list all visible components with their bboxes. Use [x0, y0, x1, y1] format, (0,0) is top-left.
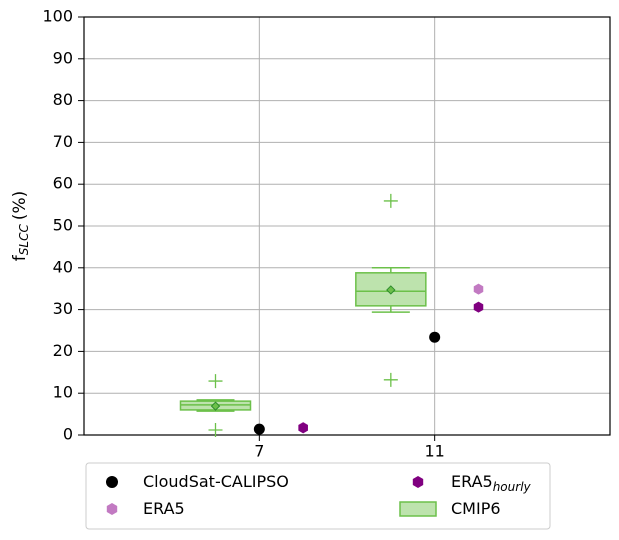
y-tick-label: 0 [63, 425, 73, 444]
marker [106, 503, 118, 515]
y-tick-label: 40 [53, 257, 73, 276]
marker [298, 422, 308, 434]
marker [473, 301, 484, 313]
mean [210, 401, 221, 411]
y-tick-label: 100 [42, 7, 73, 26]
y-tick-label: 50 [53, 216, 73, 235]
flier [383, 193, 398, 208]
marker [253, 423, 265, 435]
y-tick-label: 90 [53, 48, 73, 67]
y-axis-label: fSLCC (%) [10, 191, 31, 261]
legend-name: ERA5 [451, 472, 493, 491]
legend-label: CMIP6 [451, 499, 501, 518]
legend-name: CMIP6 [451, 499, 501, 518]
legend-label: CloudSat-CALIPSO [143, 472, 289, 491]
y-label-sub: SLCC [17, 224, 31, 256]
legend-name: ERA5 [143, 499, 185, 518]
flier [208, 374, 223, 389]
y-tick-label: 60 [53, 174, 73, 193]
y-label-main: f [10, 254, 30, 261]
axes-frame [83, 16, 611, 436]
marker [106, 476, 118, 488]
legend-subscript: hourly [493, 480, 532, 494]
flier [208, 422, 223, 437]
legend-label: ERA5hourly [451, 472, 532, 494]
legend-swatch [399, 501, 437, 517]
plot-area [78, 16, 611, 441]
marker [473, 283, 484, 295]
x-tick-label: 11 [424, 442, 444, 461]
y-tick-label: 70 [53, 132, 73, 151]
marker [412, 476, 424, 488]
y-label-unit: (%) [10, 191, 30, 220]
legend [85, 462, 551, 530]
y-tick-label: 10 [53, 383, 73, 402]
legend-label: ERA5 [143, 499, 185, 518]
y-tick-label: 80 [53, 90, 73, 109]
mean [386, 285, 396, 295]
y-tick-label: 30 [53, 299, 73, 318]
y-tick-label: 20 [53, 341, 73, 360]
marker [429, 331, 441, 343]
flier [383, 372, 398, 387]
x-tick-label: 7 [254, 442, 264, 461]
legend-name: CloudSat-CALIPSO [143, 472, 289, 491]
